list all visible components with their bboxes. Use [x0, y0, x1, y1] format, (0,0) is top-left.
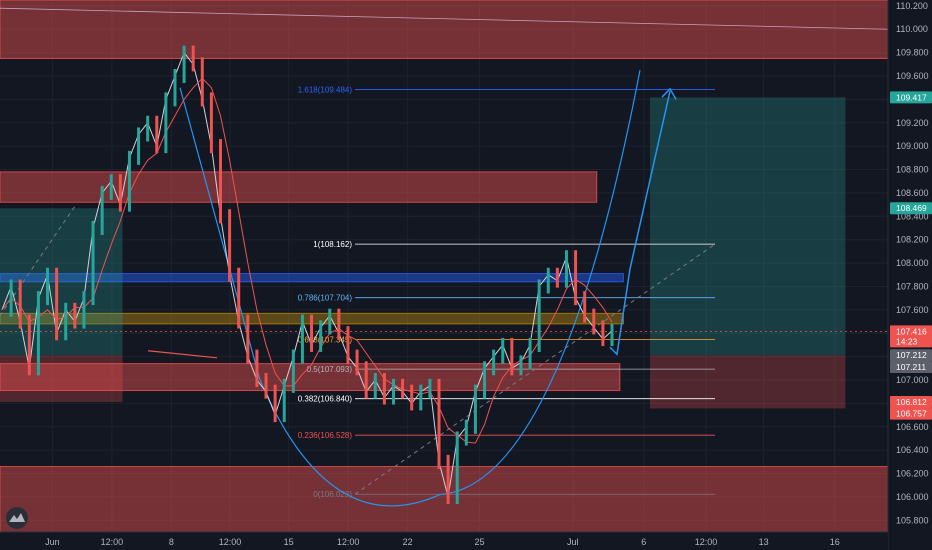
projection-curve: [179, 70, 641, 507]
drawings-layer: [0, 7, 889, 507]
price-tag-label: 107.211: [896, 362, 926, 372]
price-tag-bg: [890, 407, 932, 420]
red-segment: [147, 350, 218, 359]
arrow-head-icon: [661, 87, 677, 100]
fib-trendline: [354, 243, 716, 495]
time-tick-label: 12:00: [337, 537, 360, 547]
time-tick-label: 12:00: [101, 537, 124, 547]
price-tick-label: 110.000: [896, 24, 928, 34]
price-tick-label: 108.800: [896, 165, 929, 175]
time-tick-label: 12:00: [695, 537, 718, 547]
price-tag-label: 106.757: [896, 409, 927, 419]
price-axis: 110.200110.000109.800109.600109.400109.2…: [887, 0, 932, 550]
time-tick-label: Jul: [567, 537, 579, 547]
price-tag-bg: [890, 361, 932, 374]
price-tag-label: 109.417: [896, 92, 927, 102]
price-tick-label: 106.200: [896, 469, 929, 479]
price-tick-label: 106.400: [896, 445, 929, 455]
price-tag-bg: [890, 395, 932, 408]
price-line: [1, 51, 613, 498]
dashed-trendline: [0, 204, 77, 316]
time-tick-label: Jun: [45, 537, 60, 547]
price-tick-label: 109.800: [896, 48, 929, 58]
fib-level-label: 0(106.023): [313, 490, 352, 499]
logo-badge: [6, 507, 28, 529]
fib-level-label: 0.236(106.528): [298, 431, 353, 440]
price-tick-label: 108.200: [896, 235, 929, 245]
resistance-zone: [0, 0, 889, 59]
price-tag-bg: [890, 335, 932, 348]
price-tick-label: 107.600: [896, 305, 929, 315]
price-tick-label: 105.800: [896, 515, 929, 525]
fib-level-label: 0.5(107.093): [307, 365, 353, 374]
positions-layer: [0, 97, 846, 409]
position-target-zone: [650, 97, 846, 356]
price-tag-label: 107.416: [896, 326, 927, 336]
price-tick-label: 109.200: [896, 118, 929, 128]
time-tick-label: 13: [759, 537, 769, 547]
price-tick-label: 108.000: [896, 258, 929, 268]
price-tag-label: 106.812: [896, 397, 927, 407]
time-tick-label: 6: [641, 537, 646, 547]
price-axis-bg: [888, 0, 932, 550]
fib-level-label: 0.382(106.840): [298, 395, 353, 404]
moving-average-line: [1, 77, 613, 444]
price-tick-label: 108.400: [896, 211, 929, 221]
position-stop-zone: [0, 355, 123, 402]
fib-level-label: 1.618(109.484): [298, 86, 353, 95]
time-axis-bg: [0, 532, 888, 550]
sloped-trendline: [0, 7, 889, 30]
price-tick-label: 109.600: [896, 71, 929, 81]
time-tick-label: 15: [284, 537, 294, 547]
time-axis: Jun 12:00 8 12:00 15 12:00 22 25 Jul 6 12:00 13 16: [0, 531, 888, 550]
support-zone: [0, 363, 621, 392]
price-tick-label: 109.000: [896, 141, 929, 151]
projection-arrow: [629, 91, 671, 270]
price-tick-label: 110.200: [896, 1, 928, 11]
time-tick-label: 25: [475, 537, 485, 547]
price-tag-label: 108.469: [896, 203, 927, 213]
fib-level-label: 0.786(107.704): [298, 294, 353, 303]
price-tag-bg: [890, 349, 932, 362]
price-tick-label: 107.800: [896, 281, 929, 291]
price-tag-bg: [890, 202, 932, 215]
resistance-zone: [0, 171, 598, 203]
price-tick-label: 106.600: [896, 422, 929, 432]
position-target-zone: [0, 208, 123, 356]
logo-glyph: [9, 513, 25, 522]
price-tag-label: 107.212: [896, 350, 927, 360]
price-tick-label: 106.000: [896, 492, 929, 502]
fib-level-label: 1(108.162): [313, 240, 352, 249]
tradingview-logo[interactable]: [6, 507, 28, 529]
time-tick-label: 16: [830, 537, 840, 547]
price-tick-label: 108.600: [896, 188, 929, 198]
price-tag-bg: [890, 325, 932, 338]
projection-arrow-path: [609, 268, 631, 356]
time-tick-label: 22: [403, 537, 413, 547]
position-stop-zone: [650, 355, 846, 409]
time-tick-label: 8: [169, 537, 174, 547]
price-tag-label: 14:23: [896, 336, 918, 346]
price-tick-label: 107.000: [896, 375, 929, 385]
price-series-layer: [1, 45, 614, 504]
time-tick-label: 12:00: [219, 537, 242, 547]
support-zone: [0, 466, 889, 533]
level-zone: [0, 273, 624, 283]
price-tag-bg: [890, 91, 932, 104]
